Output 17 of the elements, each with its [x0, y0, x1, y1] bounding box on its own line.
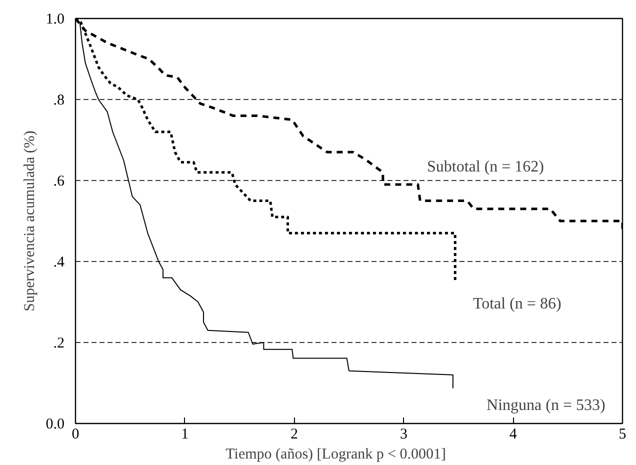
y-tick-label: 0.0	[46, 416, 64, 432]
y-axis-title: Supervivencia acumulada (%)	[22, 130, 38, 312]
x-tick-label: 2	[290, 426, 298, 442]
x-tick-label: 1	[181, 426, 189, 442]
y-tick-label: .2	[53, 336, 64, 352]
x-tick-label: 0	[72, 426, 80, 442]
y-tick-label: .8	[53, 92, 64, 108]
y-tick-label: 1.0	[46, 12, 64, 28]
x-tick-label: 3	[400, 426, 408, 442]
series-label: Subtotal (n = 162)	[426, 158, 544, 176]
x-axis-title: Tiempo (años) [Logrank p < 0.0001]	[226, 446, 446, 462]
x-tick-label: 5	[618, 426, 626, 442]
y-tick-label: .4	[53, 254, 65, 270]
text: Ninguna (n = 533)	[486, 396, 606, 414]
series-label: Total (n = 86)	[472, 295, 562, 312]
x-tick-label: 4	[509, 426, 518, 442]
y-tick-label: .6	[53, 174, 65, 190]
